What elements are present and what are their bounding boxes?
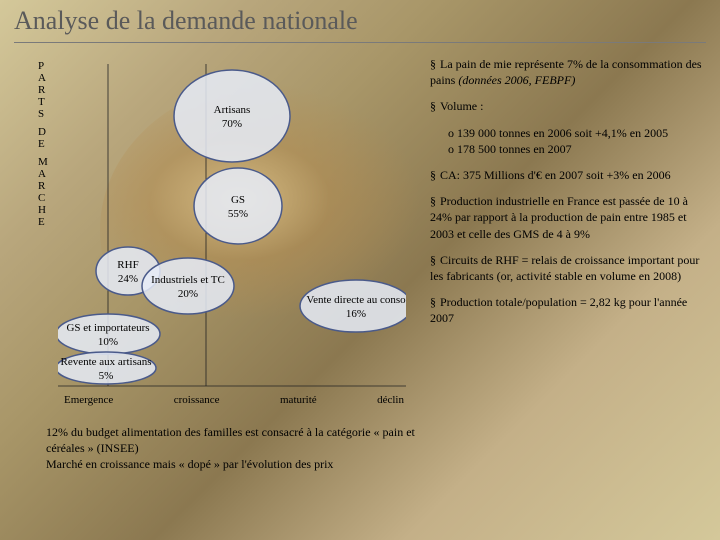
volume-2006: 139 000 tonnes en 2006 soit +4,1% en 200…: [448, 125, 706, 141]
bubble-chart: Artisans 70% GS 55% RHF 24% Industriels et TC 2…: [58, 56, 406, 396]
svg-text:RHF: RHF: [117, 259, 138, 271]
svg-text:Artisans: Artisans: [214, 104, 251, 116]
svg-text:GS: GS: [231, 194, 245, 206]
analysis-text: §La pain de mie représente 7% de la cons…: [430, 56, 706, 336]
svg-text:10%: 10%: [98, 336, 118, 348]
stage-maturite: maturité: [280, 394, 317, 406]
footnote-text: 12% du budget alimentation des familles …: [46, 424, 416, 473]
point-production: §Production industrielle en France est p…: [430, 193, 706, 242]
svg-text:16%: 16%: [346, 308, 366, 320]
svg-text:20%: 20%: [178, 288, 198, 300]
svg-text:5%: 5%: [99, 370, 114, 382]
point-ratio: §Production totale/population = 2,82 kg …: [430, 294, 706, 326]
x-axis-stages: Emergence croissance maturité déclin: [64, 394, 404, 406]
stage-emergence: Emergence: [64, 394, 113, 406]
point-pain-de-mie: §La pain de mie représente 7% de la cons…: [430, 56, 706, 88]
page-title: Analyse de la demande nationale: [14, 6, 358, 36]
volume-2007: 178 500 tonnes en 2007: [448, 141, 706, 157]
svg-text:55%: 55%: [228, 208, 248, 220]
svg-text:Industriels et TC: Industriels et TC: [151, 274, 225, 286]
svg-text:70%: 70%: [222, 118, 242, 130]
y-axis-label: PARTS DE MARCHE: [38, 60, 49, 228]
stage-croissance: croissance: [174, 394, 220, 406]
point-ca: §CA: 375 Millions d'€ en 2007 soit +3% e…: [430, 167, 706, 183]
stage-declin: déclin: [377, 394, 404, 406]
chart-area: PARTS DE MARCHE Artisans 70% GS 55% RHF 24% In…: [26, 56, 406, 496]
svg-text:24%: 24%: [118, 273, 138, 285]
point-volume: §Volume :: [430, 98, 706, 114]
svg-text:Vente directe au conso: Vente directe au conso: [306, 294, 406, 306]
svg-text:Revente aux artisans: Revente aux artisans: [60, 356, 151, 368]
svg-text:GS et importateurs: GS et importateurs: [66, 322, 149, 334]
title-underline: [14, 42, 706, 43]
point-rhf: §Circuits de RHF = relais de croissance …: [430, 252, 706, 284]
